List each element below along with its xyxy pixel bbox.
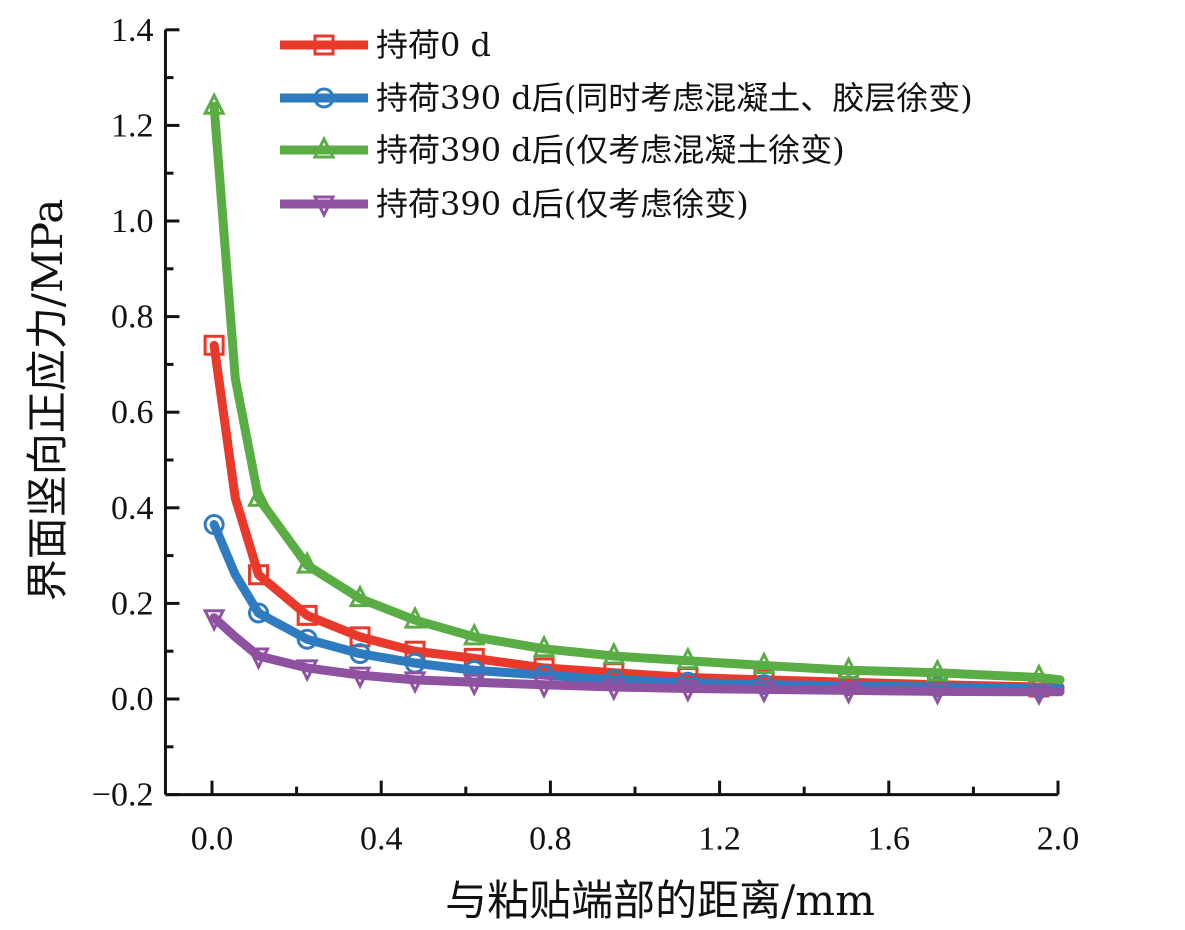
circle-marker bbox=[203, 514, 225, 536]
square-marker bbox=[313, 34, 335, 56]
series-line bbox=[209, 613, 1065, 697]
triangle-up-marker bbox=[348, 584, 372, 608]
triangle-up-marker bbox=[602, 641, 626, 665]
triangle-up-marker bbox=[462, 622, 486, 646]
triangle-down-marker bbox=[295, 659, 319, 683]
series-line bbox=[209, 340, 1065, 692]
legend-label: 持荷390 d后(仅考虑徐变) bbox=[376, 185, 749, 223]
triangle-down-marker bbox=[926, 682, 949, 706]
series-line bbox=[209, 101, 1065, 685]
triangle-up-marker bbox=[247, 483, 270, 507]
x-axis-title: 与粘贴端部的距离/mm bbox=[445, 876, 875, 925]
y-tick-label: 0.2 bbox=[111, 585, 154, 622]
circle-marker bbox=[248, 602, 270, 624]
legend-item-1: 持荷390 d后(同时考虑混凝土、胶层徐变) bbox=[280, 79, 973, 117]
triangle-down-marker bbox=[202, 609, 226, 633]
x-tick-label: 2.0 bbox=[1037, 821, 1080, 858]
legend-label: 持荷0 d bbox=[376, 26, 491, 64]
triangle-up-marker bbox=[926, 658, 949, 682]
legend-item-2: 持荷390 d后(仅考虑混凝土徐变) bbox=[280, 131, 845, 169]
triangle-down-marker bbox=[1027, 683, 1051, 707]
circle-marker bbox=[313, 87, 335, 109]
triangle-down-marker bbox=[532, 676, 556, 700]
y-tick-label: 0.4 bbox=[111, 490, 154, 527]
triangle-down-marker bbox=[752, 680, 776, 704]
legend-label: 持荷390 d后(同时考虑混凝土、胶层徐变) bbox=[376, 79, 973, 117]
circle-marker bbox=[296, 628, 318, 650]
triangle-up-marker bbox=[295, 550, 319, 574]
y-tick-label: 0.6 bbox=[111, 394, 154, 431]
triangle-up-marker bbox=[312, 135, 336, 159]
y-tick-label: 0.8 bbox=[111, 299, 154, 336]
x-tick-label: 0.4 bbox=[360, 821, 403, 858]
triangle-down-marker bbox=[676, 679, 700, 703]
triangle-up-marker bbox=[752, 651, 776, 675]
triangle-down-marker bbox=[403, 671, 427, 695]
triangle-down-marker bbox=[602, 678, 626, 702]
square-marker bbox=[248, 564, 270, 586]
legend-item-3: 持荷390 d后(仅考虑徐变) bbox=[280, 185, 749, 223]
series-line bbox=[209, 520, 1065, 693]
x-tick-label: 0.0 bbox=[191, 821, 234, 858]
triangle-up-marker bbox=[202, 91, 226, 115]
square-marker bbox=[296, 604, 318, 626]
series-group bbox=[202, 91, 1065, 707]
axes: −0.2 0.0 0.2 0.4 0.6 0.8 1.0 1.2 1.4 0.0 0.4 0.8 1.2… bbox=[92, 12, 1079, 858]
y-tick-label: 0.0 bbox=[111, 681, 154, 718]
triangle-up-marker bbox=[403, 605, 427, 629]
legend-item-0: 持荷0 d bbox=[280, 26, 491, 64]
y-tick-label: 1.4 bbox=[111, 12, 154, 49]
triangle-down-marker bbox=[348, 666, 372, 690]
legend-label: 持荷390 d后(仅考虑混凝土徐变) bbox=[376, 131, 845, 169]
triangle-down-marker bbox=[312, 195, 336, 219]
triangle-down-marker bbox=[247, 647, 270, 671]
legend: 持荷0 d 持荷390 d后(同时考虑混凝土、胶层徐变) 持荷390 d后(仅考虑混… bbox=[280, 26, 973, 223]
y-tick-label: −0.2 bbox=[92, 777, 154, 814]
square-marker bbox=[203, 334, 225, 356]
y-tick-label: 1.0 bbox=[111, 203, 154, 240]
triangle-up-marker bbox=[676, 646, 700, 670]
triangle-up-marker bbox=[837, 655, 861, 679]
triangle-up-marker bbox=[532, 634, 556, 658]
triangle-down-marker bbox=[837, 681, 861, 705]
triangle-down-marker bbox=[462, 673, 486, 697]
x-tick-label: 0.8 bbox=[529, 821, 572, 858]
x-tick-label: 1.6 bbox=[868, 821, 911, 858]
series-2 bbox=[202, 91, 1065, 686]
circle-marker bbox=[349, 643, 371, 665]
y-tick-label: 1.2 bbox=[111, 107, 154, 144]
y-axis-title: 界面竖向正应力/MPa bbox=[23, 199, 72, 602]
x-tick-label: 1.2 bbox=[698, 821, 741, 858]
series-3 bbox=[202, 609, 1065, 707]
